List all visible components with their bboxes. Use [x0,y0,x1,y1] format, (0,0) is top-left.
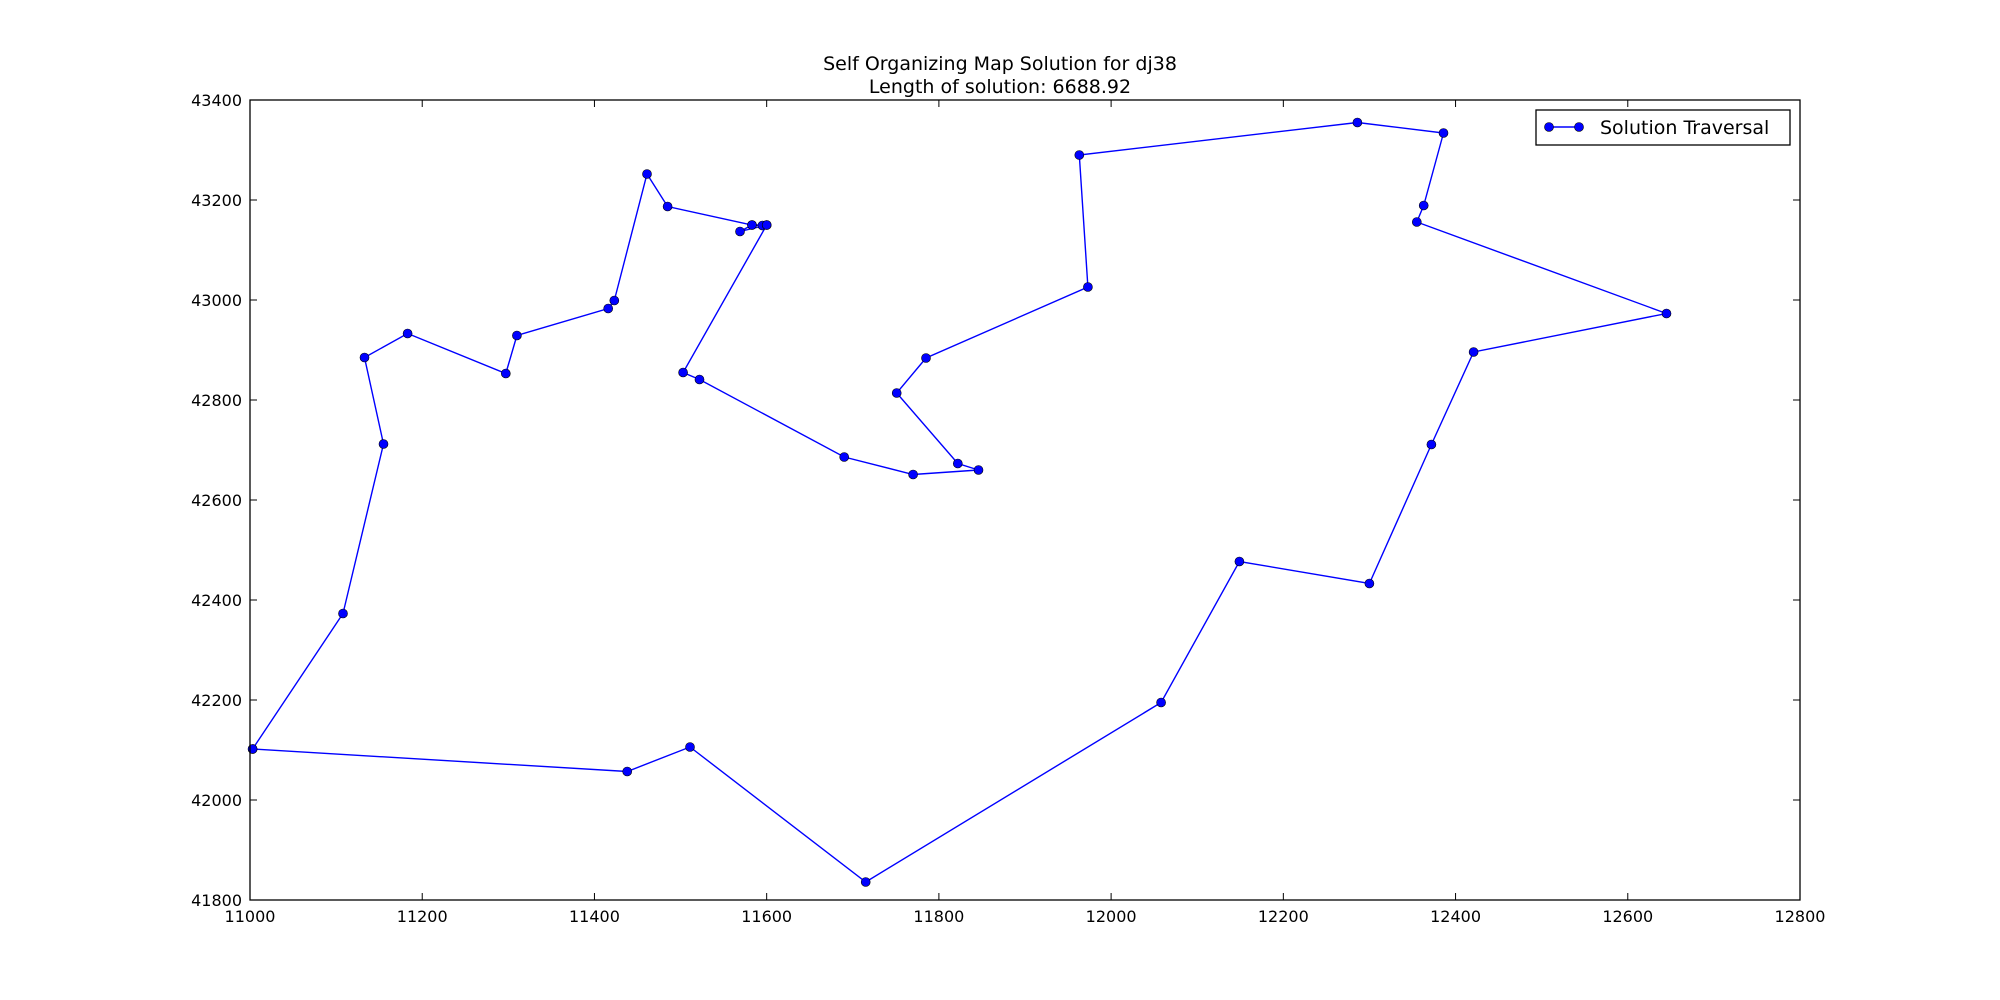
y-tick-label: 43000 [191,291,242,310]
data-point [359,352,370,363]
chart-title: Self Organizing Map Solution for dj38 [823,53,1177,75]
data-point [642,169,652,179]
y-tick-label: 42000 [191,791,242,810]
data-point [678,367,688,378]
data-point [921,353,931,363]
data-point [1468,347,1479,357]
data-point [1156,697,1166,708]
data-point [685,742,695,752]
legend: Solution Traversal [1535,109,1791,146]
data-point [1418,200,1429,211]
legend-marker-right [1574,122,1584,132]
x-tick-label: 11200 [397,907,448,926]
y-tick-label: 43400 [191,91,242,110]
data-point [622,766,633,777]
data-point [761,220,772,230]
x-tick-label: 12200 [1258,907,1309,926]
data-point [609,295,620,306]
data-point [378,439,389,449]
y-tick-label: 42200 [191,691,242,710]
data-point [952,458,963,469]
x-tick-label: 11000 [225,907,276,926]
data-point [338,608,348,619]
data-point [662,201,673,212]
data-point [1364,578,1375,589]
data-point [973,465,984,475]
legend-box [1535,109,1791,146]
x-axis: 11000 11200 11400 11600 11800 12000 12200 12400… [225,100,1826,926]
data-point [1352,117,1363,128]
x-tick-label: 11800 [913,907,964,926]
data-point [1234,556,1245,567]
x-tick-label: 12400 [1430,907,1481,926]
x-tick-label: 12800 [1775,907,1826,926]
x-tick-label: 11400 [569,907,620,926]
data-point [512,330,522,341]
data-point [860,877,871,887]
legend-label: Solution Traversal [1600,117,1769,139]
y-tick-label: 42600 [191,491,242,510]
x-tick-label: 12600 [1602,907,1653,926]
legend-marker-left [1544,122,1554,132]
x-tick-label: 11600 [741,907,792,926]
x-tick-label: 12000 [1086,907,1137,926]
data-point [735,226,745,237]
y-tick-label: 42800 [191,391,242,410]
data-point [603,303,614,314]
y-tick-label: 41800 [191,891,242,910]
data-point [908,469,918,480]
data-point [402,328,413,339]
data-point [891,388,902,398]
data-point [1426,439,1437,450]
data-point [839,452,850,462]
y-tick-label: 42400 [191,591,242,610]
data-point [1412,217,1422,227]
data-point [1074,150,1085,160]
y-axis: 41800 42000 42200 42400 42600 42800 43000 43200… [191,91,1800,910]
series-line [252,121,1670,883]
y-tick-label: 43200 [191,191,242,210]
chart-subtitle: Length of solution: 6688.92 [869,76,1131,98]
plot-series [247,117,1672,887]
data-point [747,220,757,230]
data-point [1438,128,1449,138]
data-point [500,368,511,379]
data-point [1083,282,1093,292]
data-point [1661,308,1672,319]
plot-frame [249,99,1801,901]
data-point [694,374,705,385]
